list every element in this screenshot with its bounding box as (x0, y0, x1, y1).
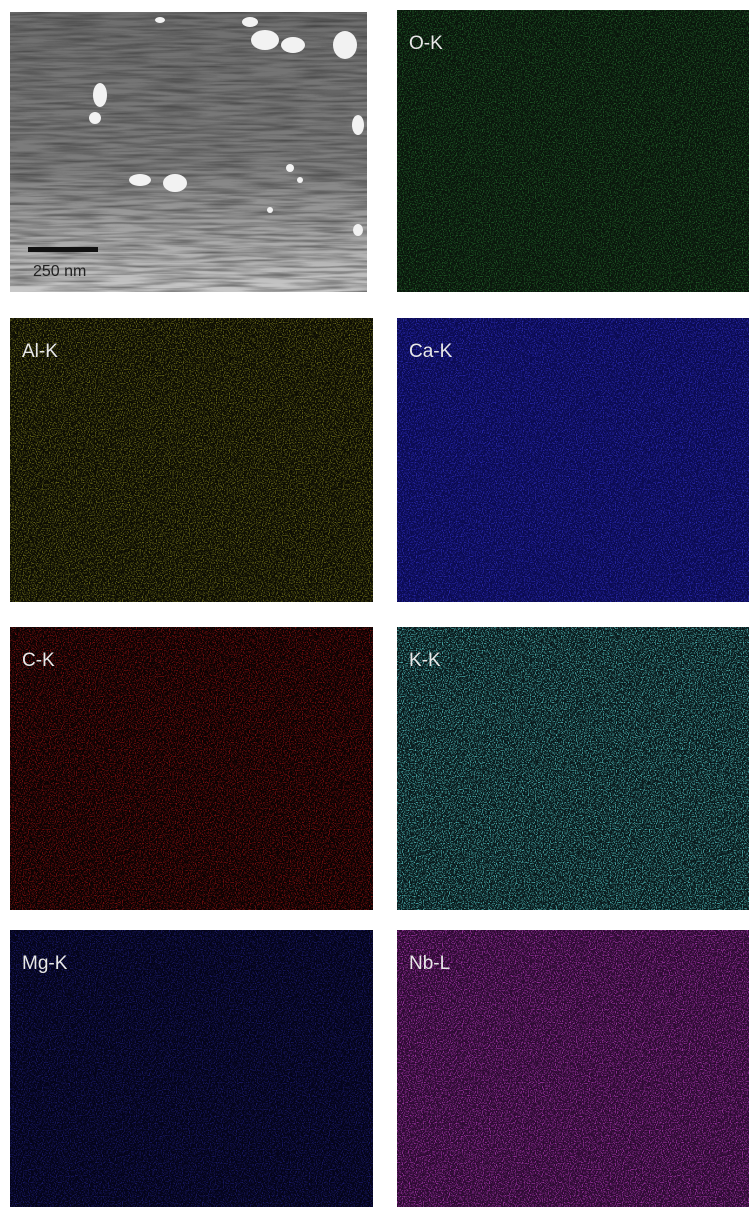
map-label: C-K (22, 650, 55, 671)
element-map: O-K (397, 10, 749, 292)
element-map: Al-K (10, 318, 373, 602)
sem-panel: 250 nm (10, 12, 367, 292)
scale-bar (28, 247, 98, 252)
map-signal (397, 627, 749, 910)
map-label: Al-K (22, 341, 58, 362)
element-map: Mg-K (10, 930, 373, 1207)
map-label: Nb-L (409, 953, 450, 974)
scale-bar-label: 250 nm (33, 263, 86, 280)
element-map: K-K (397, 627, 749, 910)
map-label: Mg-K (22, 953, 68, 974)
page: 250 nm O-KAl-KCa-KC-KK-KMg-KNb-L (() => … (0, 0, 749, 1207)
map-signal (10, 627, 373, 910)
map-label: O-K (409, 33, 443, 54)
map-label: Ca-K (409, 341, 453, 362)
figure: 250 nm O-K Al-K Ca-K C-K K-K Mg-K Nb-L (0, 0, 749, 1207)
map-label: K-K (409, 650, 441, 671)
element-map: C-K (10, 627, 373, 910)
map-signal (397, 10, 749, 292)
element-map: Nb-L (397, 930, 749, 1207)
element-map: Ca-K (397, 318, 749, 602)
map-signal (10, 318, 373, 602)
